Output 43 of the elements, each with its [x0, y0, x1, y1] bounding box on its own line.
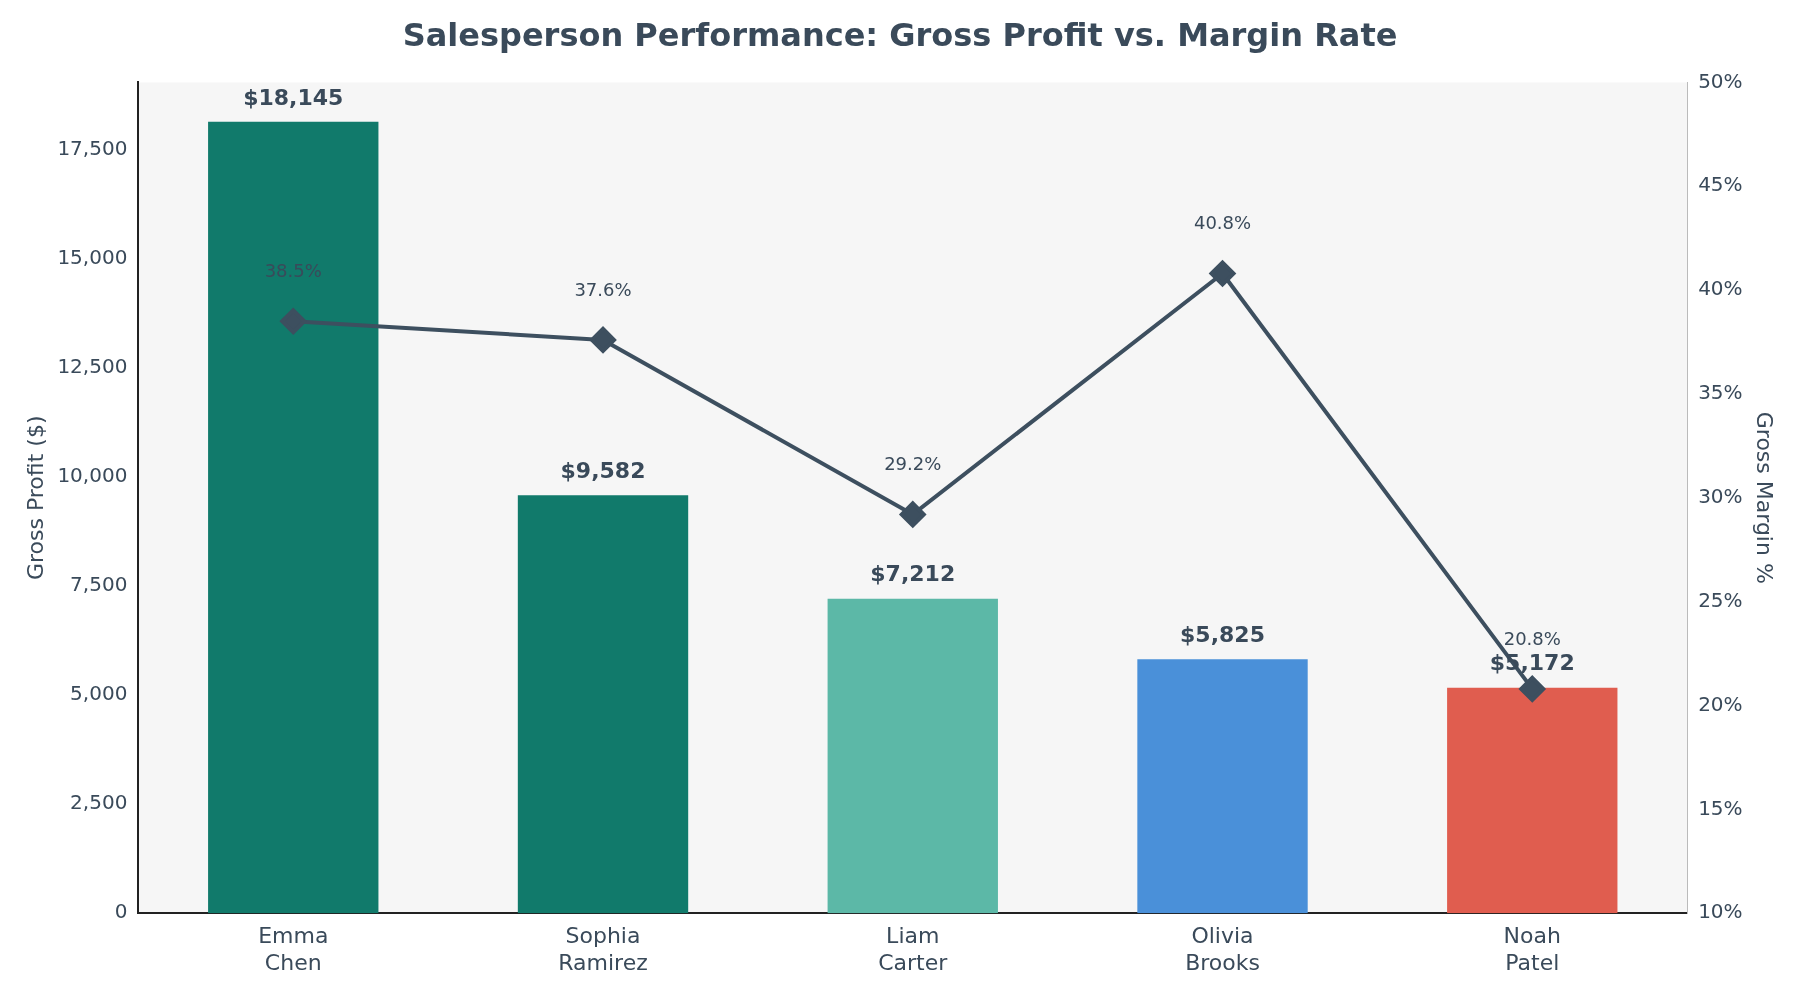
x-tick-label: Emma Chen: [258, 923, 329, 975]
data-label: 20.8%: [1503, 627, 1561, 649]
y2-tick-label: 40%: [1698, 276, 1743, 301]
y-tick-label: 17,500: [57, 136, 128, 161]
y-tick-label: 15,000: [57, 245, 128, 270]
data-label: $7,212: [870, 561, 956, 587]
x-tick-label: Noah Patel: [1503, 923, 1561, 975]
y-tick-label: 10,000: [57, 463, 128, 488]
bar: [1137, 659, 1308, 914]
y2-tick-label: 20%: [1698, 691, 1743, 716]
y-tick-label: 2,500: [70, 790, 128, 815]
y-axis-title: Gross Profit ($): [22, 415, 48, 581]
y-tick-label: 12,500: [57, 354, 128, 379]
point: [1209, 260, 1236, 287]
bar: [517, 495, 689, 914]
data-label: 29.2%: [884, 453, 942, 475]
y2-axis-title: Gross Margin %: [1752, 411, 1778, 584]
y2-tick-label: 10%: [1698, 899, 1743, 924]
bar: [208, 121, 379, 914]
point: [899, 501, 926, 528]
y2-tick-label: 50%: [1698, 68, 1743, 93]
y-tick-label: 7,500: [70, 572, 128, 597]
data-label: $5,825: [1180, 621, 1265, 647]
x-tick-label: Liam Carter: [878, 923, 949, 975]
y2-tick-label: 30%: [1698, 484, 1743, 508]
point: [280, 308, 307, 335]
data-label: 37.6%: [574, 278, 632, 300]
y-tick-label: 5,000: [70, 681, 128, 706]
data-label: 40.8%: [1193, 212, 1252, 234]
point: [590, 326, 617, 353]
y2-tick-label: 25%: [1698, 587, 1743, 612]
data-label: $9,582: [560, 458, 646, 484]
y2-tick-label: 45%: [1698, 172, 1743, 197]
point: [1519, 675, 1546, 702]
chart-title: Salesperson Performance: Gross Profit vs. Margin Rate: [402, 15, 1398, 54]
x-tick-label: Olivia Brooks: [1185, 923, 1260, 975]
bar: [827, 598, 998, 914]
data-label: $18,145: [243, 84, 344, 110]
bar: [1447, 687, 1618, 914]
y-tick-label: 0: [114, 899, 128, 924]
x-tick-label: Sophia Ramirez: [558, 923, 648, 975]
y2-tick-label: 15%: [1698, 795, 1743, 820]
y2-tick-label: 35%: [1698, 380, 1743, 405]
